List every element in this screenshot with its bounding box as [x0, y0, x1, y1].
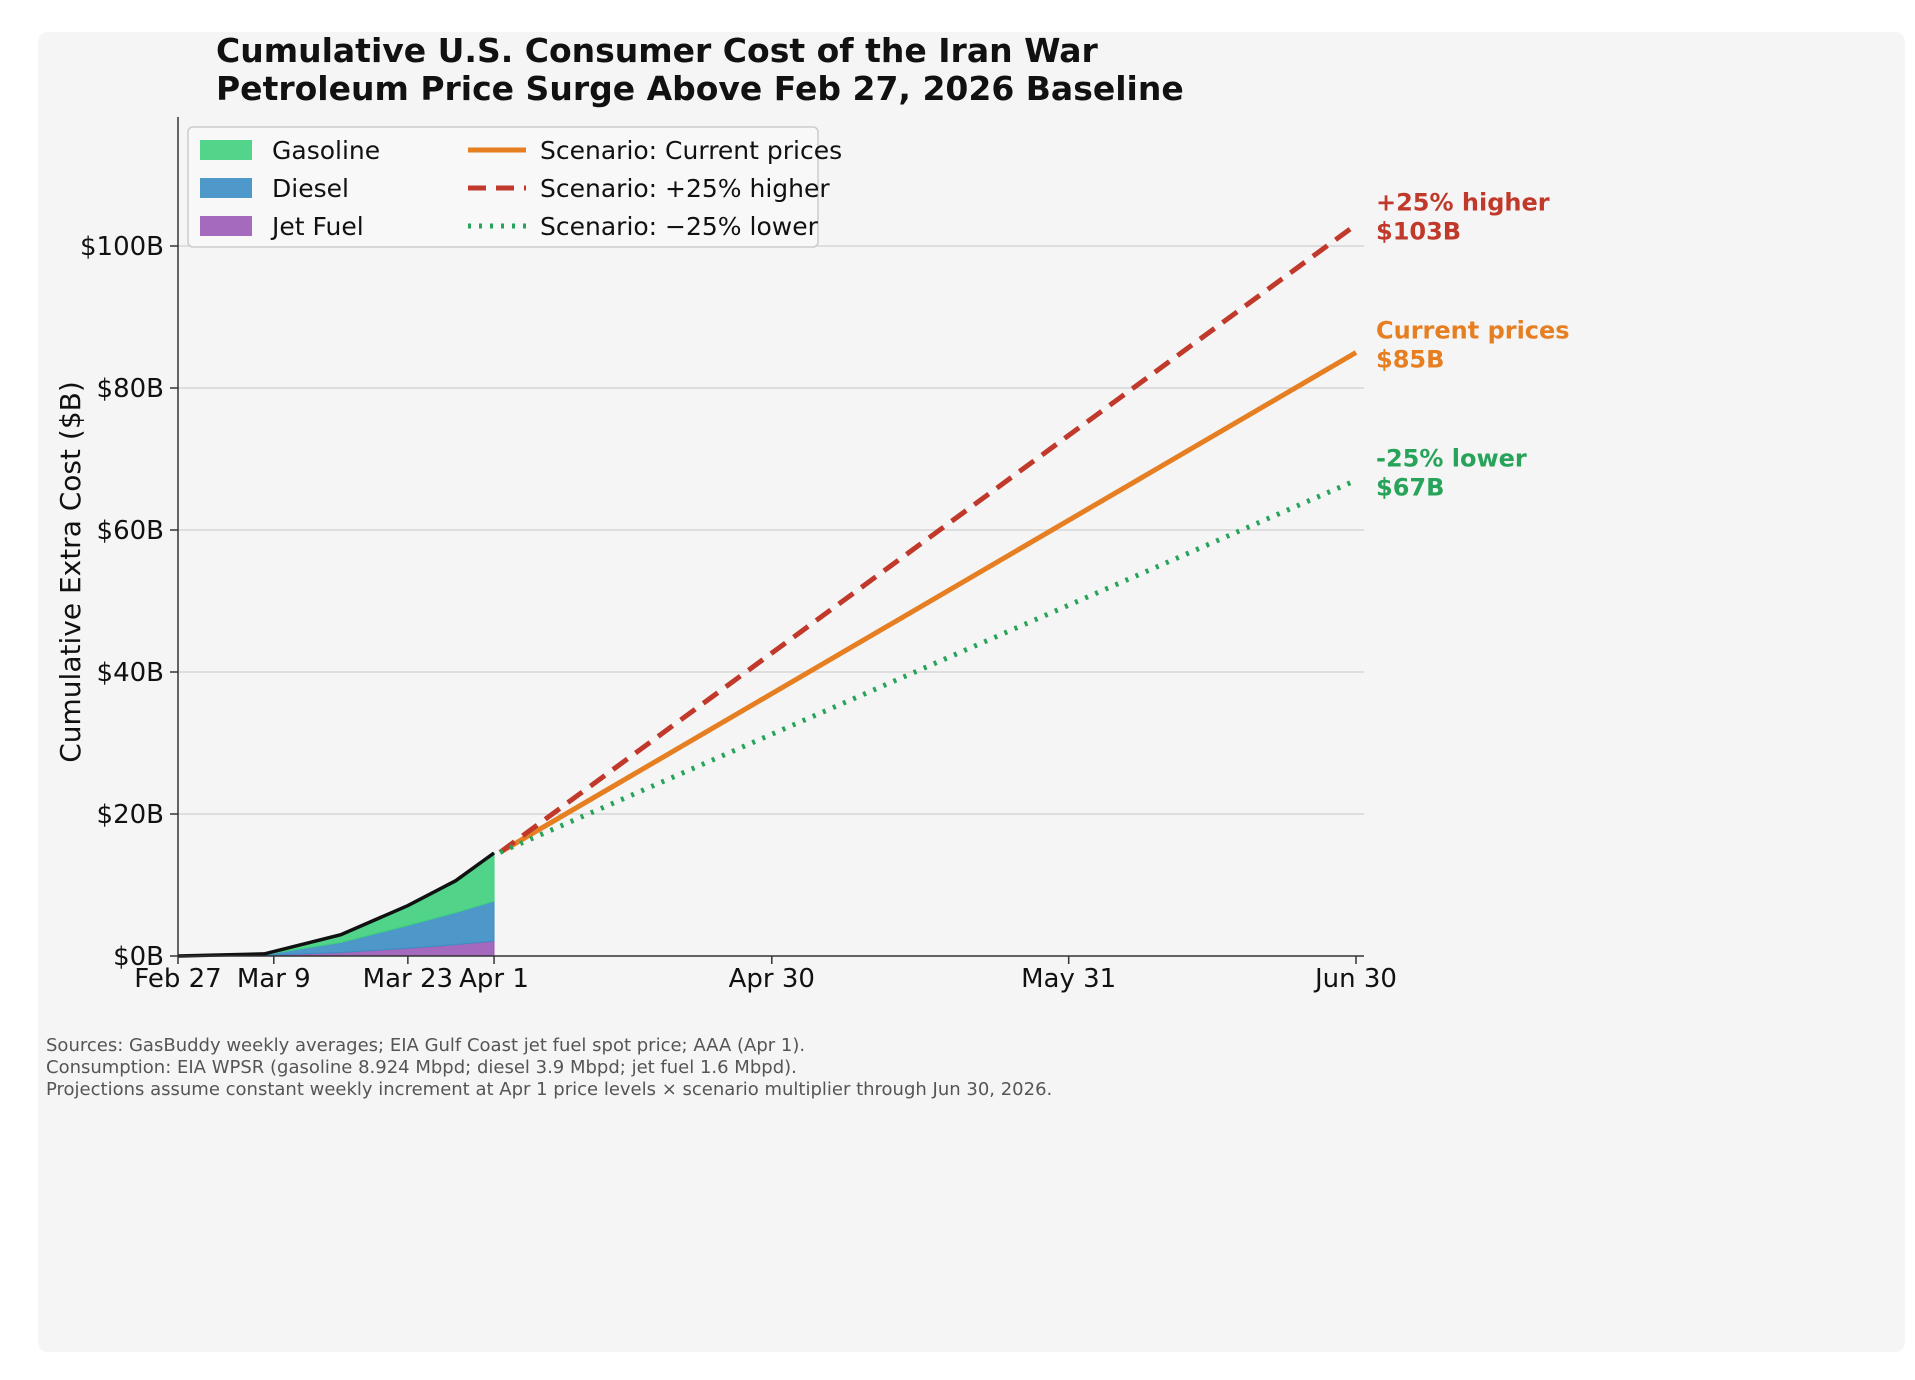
- end-label-value-2: $67B: [1376, 473, 1444, 501]
- y-tick-label-1: $20B: [97, 800, 164, 830]
- end-label-value-1: $103B: [1376, 218, 1461, 246]
- y-tick-label-4: $80B: [97, 374, 164, 404]
- chart-title: Cumulative U.S. Consumer Cost of the Ira…: [216, 32, 1184, 108]
- legend-swatch-0: [200, 140, 252, 160]
- legend-swatch-2: [200, 216, 252, 236]
- source-line-1: Sources: GasBuddy weekly averages; EIA G…: [46, 1035, 805, 1056]
- x-tick-label-4: Apr 30: [729, 964, 815, 994]
- y-axis-label: Cumulative Extra Cost ($B): [54, 381, 87, 763]
- x-tick-label-3: Apr 1: [459, 964, 529, 994]
- legend-label-0: Gasoline: [272, 136, 380, 165]
- end-label-name-0: Current prices: [1376, 317, 1570, 345]
- y-tick-label-2: $40B: [97, 658, 164, 688]
- chart-svg: Cumulative U.S. Consumer Cost of the Ira…: [38, 32, 1905, 1352]
- x-tick-label-1: Mar 9: [237, 964, 311, 994]
- legend-label-5: Scenario: −25% lower: [540, 212, 819, 241]
- legend-label-1: Diesel: [272, 174, 349, 203]
- end-label-name-2: -25% lower: [1376, 444, 1527, 472]
- x-tick-label-6: Jun 30: [1313, 964, 1397, 994]
- chart-title-line-1: Cumulative U.S. Consumer Cost of the Ira…: [216, 32, 1099, 70]
- source-line-3: Projections assume constant weekly incre…: [46, 1079, 1052, 1100]
- y-tick-label-3: $60B: [97, 516, 164, 546]
- source-line-2: Consumption: EIA WPSR (gasoline 8.924 Mb…: [46, 1057, 797, 1078]
- x-tick-label-2: Mar 23: [363, 964, 453, 994]
- legend-label-2: Jet Fuel: [270, 212, 364, 241]
- y-axis-ticks: $0B $20B $40B $60B $80B $100B: [80, 232, 178, 972]
- y-tick-label-5: $100B: [80, 232, 164, 262]
- chart-card: Cumulative U.S. Consumer Cost of the Ira…: [38, 32, 1905, 1352]
- stacked-areas: [178, 853, 494, 956]
- legend-label-3: Scenario: Current prices: [540, 136, 842, 165]
- x-axis-ticks: Feb 27 Mar 9 Mar 23 Apr 1 Apr 30 May 31 Jun 30: [134, 956, 1397, 994]
- source-notes: Sources: GasBuddy weekly averages; EIA G…: [46, 1035, 1052, 1100]
- gridlines: [178, 246, 1364, 814]
- x-tick-label-5: May 31: [1021, 964, 1116, 994]
- scenario-end-labels: Current prices$85B +25% higher$103B -25% l…: [1376, 189, 1570, 502]
- end-label-name-1: +25% higher: [1376, 189, 1550, 217]
- scenario-lines: [500, 225, 1356, 853]
- end-label-value-0: $85B: [1376, 346, 1444, 374]
- legend-swatch-1: [200, 178, 252, 198]
- legend-label-4: Scenario: +25% higher: [540, 174, 830, 203]
- legend: Gasoline Diesel Jet Fuel Scenario: Current …: [188, 127, 842, 247]
- scenario-line-0: [500, 353, 1356, 853]
- chart-title-line-2: Petroleum Price Surge Above Feb 27, 2026…: [216, 69, 1184, 108]
- y-tick-label-0: $0B: [113, 942, 164, 972]
